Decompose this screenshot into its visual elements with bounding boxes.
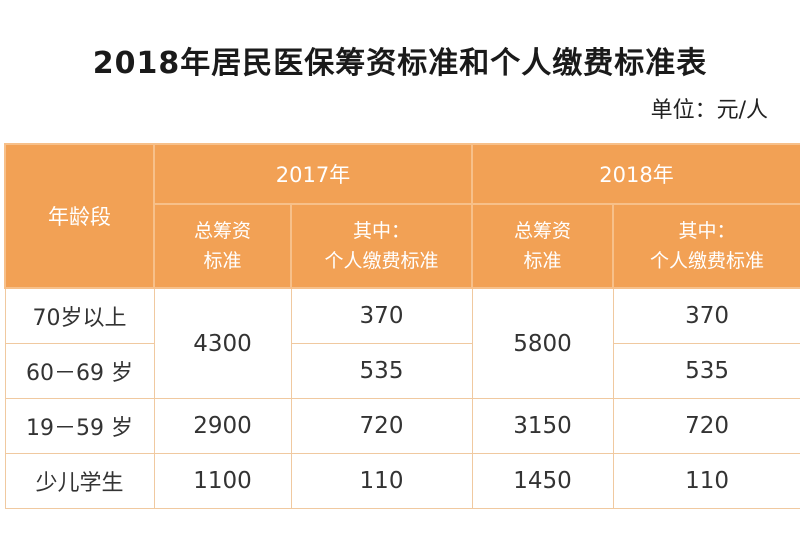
- total-cell-2018: 3150: [471, 398, 614, 454]
- table-row: 19－59 岁 2900 720 3150 720: [4, 398, 800, 454]
- table-row: 60－69 岁 535 535: [4, 343, 800, 399]
- personal-cell-2017: 370: [290, 287, 473, 344]
- age-header: 年龄段: [4, 143, 155, 289]
- total-cell-2017: 4300: [153, 287, 292, 399]
- total-cell-2017: 1100: [153, 453, 292, 509]
- total-header-2017: 总筹资 标准: [153, 203, 292, 289]
- total-header-2018: 总筹资 标准: [471, 203, 615, 289]
- personal-header-line1: 其中：: [353, 220, 411, 242]
- total-header-line2: 标准: [523, 250, 562, 272]
- total-header-line1: 总筹资: [193, 220, 251, 242]
- page-title: 2018年居民医保筹资标准和个人缴费标准表: [92, 46, 708, 81]
- total-header-line2: 标准: [203, 250, 242, 272]
- unit-label: 单位：元/人: [650, 98, 768, 123]
- table-row: 70岁以上 4300 370 5800 370: [4, 287, 800, 399]
- personal-cell-2017: 720: [290, 398, 473, 454]
- personal-header-2018: 其中： 个人缴费标准: [612, 203, 800, 289]
- personal-cell-2018: 370: [612, 287, 800, 344]
- table-row: 少儿学生 1100 110 1450 110: [4, 453, 800, 509]
- age-cell: 70岁以上: [4, 287, 155, 344]
- personal-cell-2017: 110: [290, 453, 473, 509]
- standards-table: 年龄段 2017年 2018年 总筹资 标准 其中： 个人缴费标准 总筹资 标准…: [4, 143, 800, 509]
- total-header-line1: 总筹资: [514, 220, 572, 242]
- total-cell-2018: 1450: [471, 453, 614, 509]
- personal-header-line2: 个人缴费标准: [324, 250, 439, 272]
- personal-header-line2: 个人缴费标准: [650, 250, 765, 272]
- personal-cell-2018: 535: [612, 343, 800, 399]
- age-cell: 19－59 岁: [4, 398, 155, 454]
- year-header-2018: 2018年: [471, 143, 800, 205]
- personal-header-line1: 其中：: [678, 220, 736, 242]
- personal-cell-2018: 720: [612, 398, 800, 454]
- year-header-2017: 2017年: [152, 143, 474, 205]
- age-cell: 60－69 岁: [4, 343, 155, 399]
- personal-cell-2018: 110: [612, 453, 800, 509]
- total-cell-2018: 5800: [471, 287, 614, 399]
- age-cell: 少儿学生: [4, 453, 155, 509]
- total-cell-2017: 2900: [153, 398, 292, 454]
- personal-cell-2017: 535: [290, 343, 473, 399]
- personal-header-2017: 其中： 个人缴费标准: [289, 203, 474, 289]
